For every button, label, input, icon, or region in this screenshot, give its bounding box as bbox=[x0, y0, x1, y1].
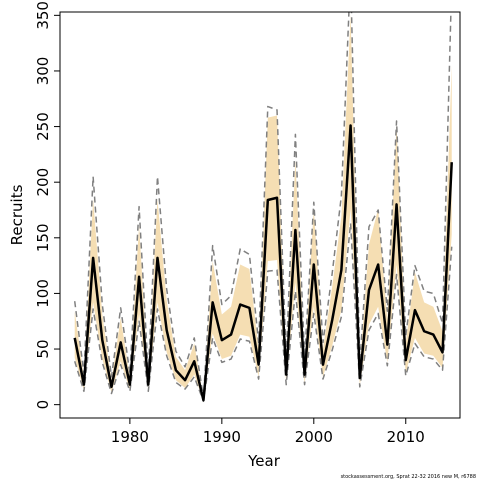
plot-area bbox=[73, 12, 453, 403]
bound-line bbox=[73, 12, 452, 399]
y-tick-label: 100 bbox=[34, 279, 52, 308]
y-tick-label: 200 bbox=[34, 168, 52, 197]
x-tick-label: 2000 bbox=[295, 428, 333, 446]
frame bbox=[59, 11, 461, 419]
x-axis-label: Year bbox=[247, 452, 281, 470]
y-tick-label: 0 bbox=[34, 400, 52, 410]
y-tick-label: 350 bbox=[34, 1, 52, 30]
estimate-line bbox=[73, 124, 453, 402]
y-axis-label: Recruits bbox=[8, 184, 26, 245]
x-tick-label: 1980 bbox=[111, 428, 149, 446]
y-tick-label: 250 bbox=[34, 112, 52, 141]
x-tick-label: 2010 bbox=[387, 428, 425, 446]
y-tick-label: 150 bbox=[34, 223, 52, 252]
x-tick-label: 1990 bbox=[203, 428, 241, 446]
y-tick-label: 50 bbox=[34, 339, 52, 358]
y-tick-label: 300 bbox=[34, 57, 52, 86]
footnote: stockassessment.org, Sprat 22-32 2016 ne… bbox=[341, 474, 476, 480]
